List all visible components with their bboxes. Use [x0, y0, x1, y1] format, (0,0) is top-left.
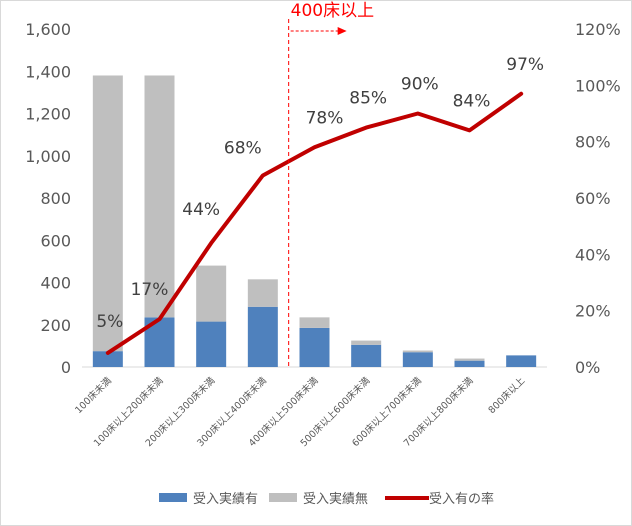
y-right-tick-label: 20%: [575, 302, 611, 321]
legend-label: 受入実績有: [193, 491, 258, 507]
bar-without-record: [247, 279, 278, 307]
rate-line: [105, 91, 524, 355]
y-right-tick-label: 100%: [575, 76, 621, 95]
bar-without-record: [144, 75, 175, 318]
rate-data-label: 97%: [506, 55, 544, 75]
y-left-tick-label: 1,200: [25, 105, 71, 124]
bar-with-record: [402, 352, 433, 367]
bar-with-record: [351, 344, 382, 367]
category-label: 800床以上: [486, 374, 528, 416]
y-left-tick-label: 600: [40, 231, 71, 250]
y-right-tick-label: 40%: [575, 245, 611, 264]
threshold-annotation: 400床以上: [291, 1, 374, 21]
bar-without-record: [454, 358, 485, 361]
y-right-tick-label: 60%: [575, 189, 611, 208]
legend-swatch-bar: [269, 493, 297, 502]
legend-label: 受入実績無: [303, 491, 368, 507]
y-right-tick-label: 80%: [575, 133, 611, 152]
y-left-tick-label: 800: [40, 189, 71, 208]
y-left-tick-label: 0: [61, 358, 71, 377]
y-right-tick-label: 0%: [575, 358, 600, 377]
rate-data-label: 68%: [224, 138, 262, 158]
bar-with-record: [247, 306, 278, 367]
rate-data-label: 17%: [131, 280, 169, 300]
bar-without-record: [196, 265, 227, 322]
rate-data-label: 85%: [349, 89, 387, 109]
bar-without-record: [351, 340, 382, 345]
bar-with-record: [92, 351, 123, 367]
bar-with-record: [299, 327, 330, 367]
bar-with-record: [506, 355, 537, 367]
category-label: 100床未満: [72, 374, 114, 416]
y-left-tick-label: 1,600: [25, 20, 71, 39]
bar-without-record: [402, 350, 433, 353]
y-left-tick-label: 1,400: [25, 62, 71, 81]
bar-without-record: [299, 317, 330, 328]
y-right-tick-label: 120%: [575, 20, 621, 39]
rate-data-label: 90%: [401, 75, 439, 95]
bar-with-record: [454, 360, 485, 367]
legend-swatch-bar: [159, 493, 187, 502]
y-left-tick-label: 1,000: [25, 147, 71, 166]
bar-with-record: [196, 321, 227, 367]
rate-data-label: 78%: [306, 108, 344, 128]
y-left-tick-label: 200: [40, 316, 71, 335]
y-left-tick-label: 400: [40, 274, 71, 293]
rate-data-label: 5%: [96, 312, 123, 332]
legend-label: 受入有の率: [429, 491, 494, 507]
rate-data-label: 84%: [453, 91, 491, 111]
bar-without-record: [92, 75, 123, 352]
rate-data-label: 44%: [182, 200, 220, 220]
